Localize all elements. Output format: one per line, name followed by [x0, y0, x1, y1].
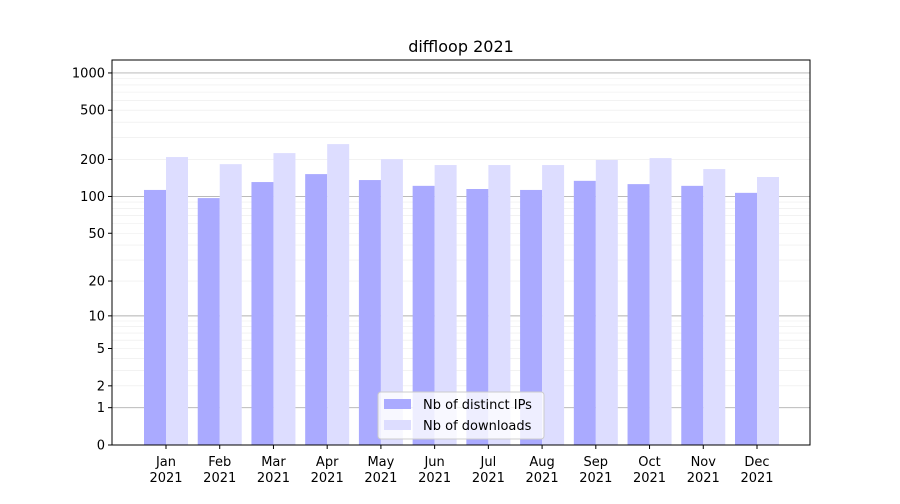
x-tick-label: Nov 2021 — [687, 455, 720, 486]
bar-distinct-ips — [305, 174, 328, 445]
bar-downloads — [166, 157, 188, 445]
x-tick-label: Oct 2021 — [633, 455, 666, 486]
bar-downloads — [542, 165, 565, 445]
bar-downloads — [380, 159, 403, 446]
y-tick-label: 1000 — [72, 66, 105, 81]
bar-distinct-ips — [251, 182, 274, 445]
x-tick-label: Sep 2021 — [579, 455, 612, 486]
x-tick-label: Apr 2021 — [311, 455, 344, 486]
y-tick-label: 0 — [97, 439, 105, 454]
legend: Nb of distinct IPs Nb of downloads — [377, 391, 545, 440]
y-tick-label: 10 — [88, 309, 105, 324]
plot-frame — [111, 59, 811, 446]
y-tick-label: 200 — [80, 153, 105, 168]
bar-distinct-ips — [735, 192, 757, 445]
y-tick-label: 2 — [97, 379, 105, 394]
bar-distinct-ips — [358, 180, 381, 446]
bar-distinct-ips — [197, 198, 220, 445]
chart-title: diffloop 2021 — [408, 37, 514, 56]
y-tick-label: 50 — [88, 227, 105, 242]
x-tick-label: Jun 2021 — [418, 455, 451, 486]
y-tick-label: 500 — [80, 104, 105, 119]
bar-downloads — [703, 169, 726, 445]
bar-distinct-ips — [466, 189, 489, 445]
x-tick-label: Dec 2021 — [740, 455, 773, 486]
bar-distinct-ips — [681, 185, 704, 446]
bar-distinct-ips — [144, 189, 166, 445]
bar-downloads — [757, 176, 779, 446]
y-tick-label: 1 — [97, 401, 105, 416]
legend-swatch-downloads — [384, 420, 411, 430]
legend-label-ips: Nb of distinct IPs — [423, 398, 532, 413]
bar-downloads — [595, 159, 618, 446]
bar-downloads — [488, 165, 511, 445]
bar-distinct-ips — [520, 189, 543, 445]
y-tick-label: 5 — [97, 342, 105, 357]
bar-distinct-ips — [573, 180, 596, 445]
x-tick-label: Aug 2021 — [526, 455, 559, 486]
bar-distinct-ips — [627, 184, 650, 445]
x-tick-label: Jan 2021 — [149, 455, 182, 486]
x-tick-label: Jul 2021 — [472, 455, 505, 486]
x-tick-label: Feb 2021 — [203, 455, 236, 486]
legend-swatch-ips — [384, 399, 411, 409]
bar-downloads — [649, 158, 672, 446]
bar-downloads — [327, 144, 350, 445]
legend-label-downloads: Nb of downloads — [423, 419, 532, 434]
bar-downloads — [273, 153, 296, 445]
x-tick-label: May 2021 — [364, 455, 397, 486]
x-tick-label: Mar 2021 — [257, 455, 290, 486]
bar-downloads — [219, 164, 242, 445]
bar-downloads — [434, 165, 457, 445]
y-tick-label: 20 — [88, 275, 105, 290]
y-tick-label: 100 — [80, 190, 105, 205]
bar-distinct-ips — [412, 185, 435, 446]
